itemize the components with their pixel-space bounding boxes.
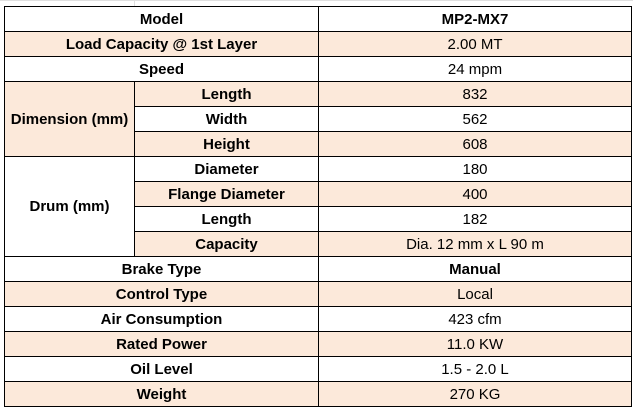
row-label: Weight [4, 381, 319, 407]
table-row: Capacity Dia. 12 mm x L 90 m [5, 231, 632, 257]
row-label: Control Type [4, 281, 319, 307]
table-row: Brake Type Manual [4, 256, 632, 282]
group-label: Dimension (mm) [4, 81, 135, 157]
row-value: 180 [318, 156, 632, 182]
row-label: Oil Level [4, 356, 319, 382]
group-label: Drum (mm) [4, 156, 135, 257]
row-label: Length [134, 81, 319, 107]
table-row: Height 608 [5, 131, 632, 157]
row-value: Local [318, 281, 632, 307]
row-label: Capacity [134, 231, 319, 257]
row-value: Manual [318, 256, 632, 282]
row-value: 423 cfm [318, 306, 632, 332]
row-label: Length [134, 206, 319, 232]
table-row: Flange Diameter 400 [5, 181, 632, 207]
table-row: Drum (mm) Diameter 180 [4, 156, 632, 257]
row-label: Speed [4, 56, 319, 82]
row-value: 182 [318, 206, 632, 232]
table-row: Model MP2-MX7 [4, 6, 632, 32]
row-label: Model [4, 6, 319, 32]
table-row: Length 182 [5, 206, 632, 232]
row-label: Flange Diameter [134, 181, 319, 207]
row-value: MP2-MX7 [318, 6, 632, 32]
table-row: Load Capacity @ 1st Layer 2.00 MT [4, 31, 632, 57]
row-label: Diameter [134, 156, 319, 182]
row-value: 11.0 KW [318, 331, 632, 357]
row-value: 2.00 MT [318, 31, 632, 57]
row-label: Height [134, 131, 319, 157]
row-value: 562 [318, 106, 632, 132]
row-label: Rated Power [4, 331, 319, 357]
row-value: 270 KG [318, 381, 632, 407]
table-row: Weight 270 KG [4, 381, 632, 407]
sheet-gridline [134, 0, 135, 6]
spec-table: Model MP2-MX7 Load Capacity @ 1st Layer 2.… [4, 6, 632, 407]
table-row: Control Type Local [4, 281, 632, 307]
table-row: Oil Level 1.5 - 2.0 L [4, 356, 632, 382]
sheet-gridline [0, 0, 633, 1]
row-label: Load Capacity @ 1st Layer [4, 31, 319, 57]
row-value: 24 mpm [318, 56, 632, 82]
row-value: 608 [318, 131, 632, 157]
table-row: Air Consumption 423 cfm [4, 306, 632, 332]
table-row: Rated Power 11.0 KW [4, 331, 632, 357]
row-label: Air Consumption [4, 306, 319, 332]
table-row: Dimension (mm) Length 832 [4, 81, 632, 157]
row-label: Width [134, 106, 319, 132]
row-value: 400 [318, 181, 632, 207]
row-value: 832 [318, 81, 632, 107]
row-value: Dia. 12 mm x L 90 m [318, 231, 632, 257]
row-label: Brake Type [4, 256, 319, 282]
table-row: Width 562 [5, 106, 632, 132]
table-row: Speed 24 mpm [4, 56, 632, 82]
row-value: 1.5 - 2.0 L [318, 356, 632, 382]
